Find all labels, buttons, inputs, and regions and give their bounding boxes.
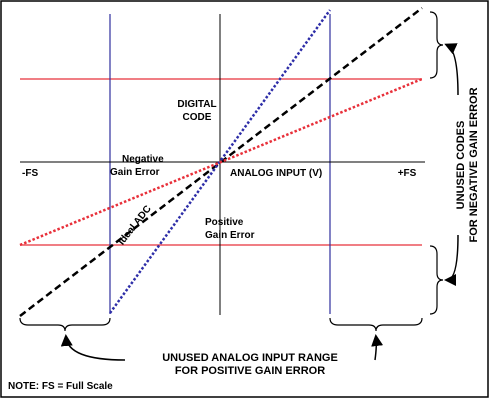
arrow	[444, 43, 459, 96]
brace	[429, 245, 444, 315]
negative-gain-line	[19, 77, 423, 247]
arrow	[60, 334, 126, 361]
label: Gain Error	[110, 167, 160, 178]
positive-gain-line	[108, 9, 332, 314]
label: CODE	[183, 112, 212, 123]
label: FOR POSITIVE GAIN ERROR	[175, 365, 325, 377]
note: NOTE: FS = Full Scale	[8, 381, 113, 392]
brace	[329, 317, 423, 332]
label: UNUSED CODES	[455, 121, 467, 210]
label: Positive	[205, 217, 244, 228]
label: Ideal ADC	[116, 204, 154, 248]
label: Gain Error	[205, 230, 255, 241]
arrow	[444, 234, 459, 286]
label: Negative	[122, 154, 164, 165]
brace	[19, 317, 111, 332]
arrow	[371, 334, 384, 361]
brace	[429, 11, 444, 79]
label: UNUSED ANALOG INPUT RANGE	[162, 352, 338, 364]
label: -FS	[22, 168, 38, 179]
label: FOR NEGATIVE GAIN ERROR	[468, 87, 480, 242]
label: ANALOG INPUT (V)	[230, 168, 322, 179]
label: DIGITAL	[177, 99, 216, 110]
label: +FS	[398, 168, 417, 179]
